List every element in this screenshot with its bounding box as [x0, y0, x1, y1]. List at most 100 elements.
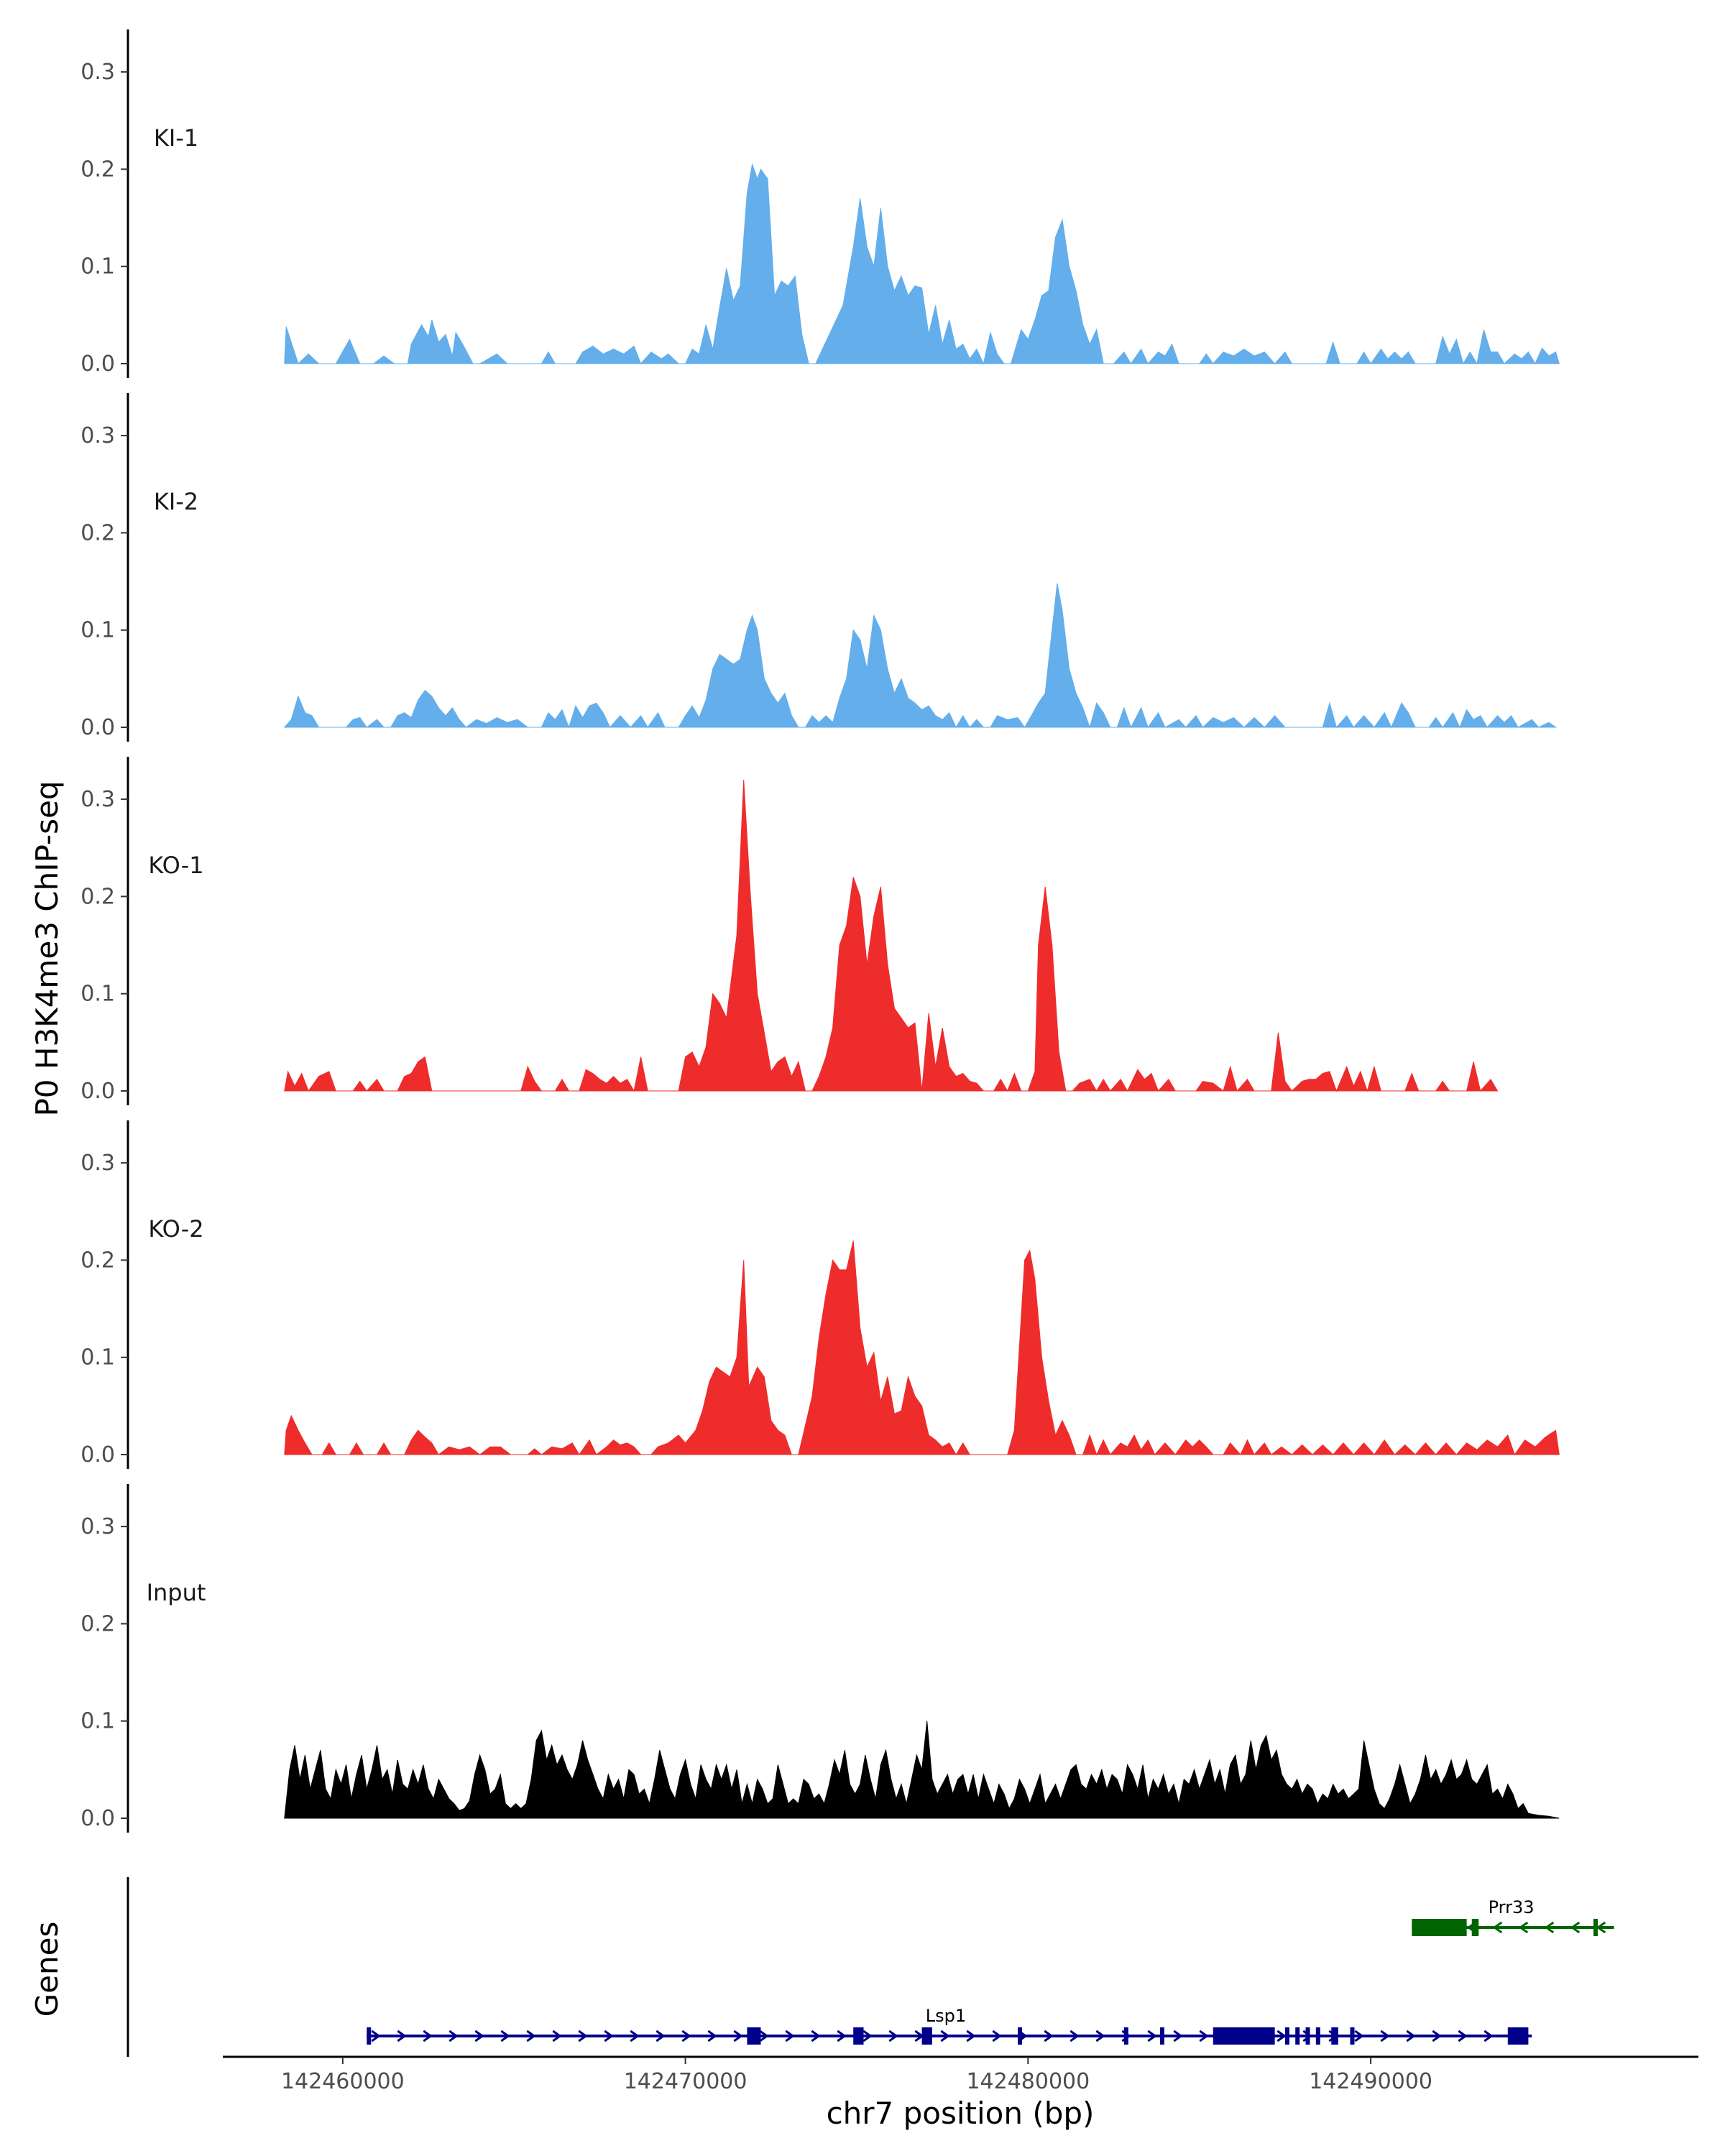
strand-arrow	[1484, 2030, 1494, 2042]
strand-arrow	[862, 2030, 873, 2042]
gene-lsp1: Lsp1	[367, 2006, 1532, 2045]
strand-arrow	[474, 2030, 484, 2042]
strand-arrow	[397, 2030, 407, 2042]
y-tick-label: 0.3	[80, 787, 115, 812]
tracks: 0.00.10.20.3KI-10.00.10.20.3KI-20.00.10.…	[80, 29, 1560, 1833]
strand-arrow	[1570, 1921, 1581, 1934]
track-ko-2: 0.0 0.1 0.2 0.3 KO-2	[80, 1120, 1560, 1469]
strand-arrow	[552, 2030, 562, 2042]
strand-arrow	[526, 2030, 536, 2042]
y-tick-label: 0.1	[80, 1709, 115, 1734]
track-input: 0.0 0.1 0.2 0.3 Input	[80, 1484, 1560, 1833]
x-tick-label: 142490000	[1309, 2069, 1432, 2094]
strand-arrow	[966, 2030, 976, 2042]
gene-exon	[1315, 2027, 1320, 2045]
strand-arrow	[578, 2030, 588, 2042]
y-axis-title: P0 H3K4me3 ChIP-seq	[29, 780, 65, 1116]
signal-area	[284, 780, 1499, 1092]
x-axis: 142460000 142470000 142480000 142490000	[223, 2055, 1698, 2094]
y-tick-label: 0.0	[80, 715, 115, 740]
gene-exon	[1159, 2027, 1164, 2045]
gene-exon	[1305, 2027, 1310, 2045]
track-label: KI-1	[154, 124, 198, 152]
y-tick-label: 0.0	[80, 1079, 115, 1104]
strand-arrow	[630, 2030, 640, 2042]
strand-arrow	[888, 2030, 898, 2042]
track-ki-2: 0.0 0.1 0.2 0.3 KI-2	[80, 393, 1558, 742]
y-tick-label: 0.2	[80, 1611, 115, 1636]
strand-arrow	[1276, 2030, 1287, 2042]
gene-exon	[921, 2027, 932, 2045]
track-label: KI-2	[154, 488, 198, 515]
gene-exon	[1350, 2027, 1355, 2045]
gene-exon	[1284, 2027, 1289, 2045]
track-label: KO-2	[148, 1215, 203, 1243]
strand-arrow	[1173, 2030, 1183, 2042]
strand-arrow	[1518, 1921, 1529, 1934]
y-tick-label: 0.0	[80, 1442, 115, 1468]
signal-area	[284, 162, 1560, 365]
strand-arrow	[1095, 2030, 1105, 2042]
track-ko-1: 0.0 0.1 0.2 0.3 KO-1	[80, 757, 1499, 1105]
strand-arrow	[1596, 1921, 1606, 1934]
y-tick-label: 0.2	[80, 520, 115, 545]
strand-arrow	[1044, 2030, 1054, 2042]
gene-exon	[1507, 2027, 1529, 2045]
x-tick-label: 142460000	[281, 2069, 405, 2094]
gene-exon	[1123, 2027, 1128, 2045]
strand-arrow	[811, 2030, 821, 2042]
gene-exon	[853, 2027, 864, 2045]
x-tick-label: 142470000	[624, 2069, 748, 2094]
strand-arrow	[1380, 2030, 1390, 2042]
track-ki-1: 0.0 0.1 0.2 0.3 KI-1	[80, 29, 1560, 378]
gene-exon	[1295, 2027, 1300, 2045]
gene-exon	[1593, 1919, 1598, 1936]
strand-arrow	[1147, 2030, 1157, 2042]
y-tick-label: 0.2	[80, 157, 115, 182]
track-label: KO-1	[148, 852, 203, 879]
strand-arrow	[785, 2030, 795, 2042]
gene-exon	[747, 2027, 761, 2045]
strand-arrow	[448, 2030, 459, 2042]
strand-arrow	[940, 2030, 950, 2042]
strand-arrow	[681, 2030, 691, 2042]
gene-exon	[1213, 2027, 1275, 2045]
x-tick-label: 142480000	[966, 2069, 1090, 2094]
gene-prr33: Prr33	[1412, 1897, 1614, 1936]
strand-arrow	[759, 2030, 769, 2042]
strand-arrow	[1432, 2030, 1442, 2042]
strand-arrow	[707, 2030, 717, 2042]
y-tick-label: 0.3	[80, 60, 115, 85]
strand-arrow	[1458, 2030, 1468, 2042]
strand-arrow	[423, 2030, 433, 2042]
y-tick-label: 0.0	[80, 351, 115, 377]
gene-exon	[1018, 2027, 1023, 2045]
y-tick-label: 0.3	[80, 1151, 115, 1176]
y-tick-label: 0.3	[80, 1514, 115, 1539]
strand-arrow	[371, 2030, 381, 2042]
y-tick-label: 0.0	[80, 1806, 115, 1831]
gene-exon	[367, 2027, 372, 2045]
strand-arrow	[500, 2030, 510, 2042]
gene-track: Lsp1 Prr33	[126, 1877, 1614, 2057]
strand-arrow	[604, 2030, 614, 2042]
strand-arrow	[837, 2030, 847, 2042]
track-label: Input	[147, 1579, 206, 1606]
signal-area	[284, 1240, 1560, 1456]
x-axis-title: chr7 position (bp)	[827, 2096, 1095, 2131]
gene-label: Lsp1	[926, 2006, 966, 2026]
strand-arrow	[733, 2030, 743, 2042]
strand-arrow	[1199, 2030, 1209, 2042]
gene-exon	[1331, 2027, 1338, 2045]
y-tick-label: 0.1	[80, 254, 115, 280]
signal-area	[284, 1720, 1560, 1819]
strand-arrow	[656, 2030, 666, 2042]
strand-arrow	[1406, 2030, 1416, 2042]
y-tick-label: 0.1	[80, 1345, 115, 1370]
strand-arrow	[1070, 2030, 1080, 2042]
y-tick-label: 0.1	[80, 618, 115, 643]
y-tick-label: 0.2	[80, 1248, 115, 1273]
gene-exon	[1412, 1919, 1467, 1936]
strand-arrow	[992, 2030, 1002, 2042]
